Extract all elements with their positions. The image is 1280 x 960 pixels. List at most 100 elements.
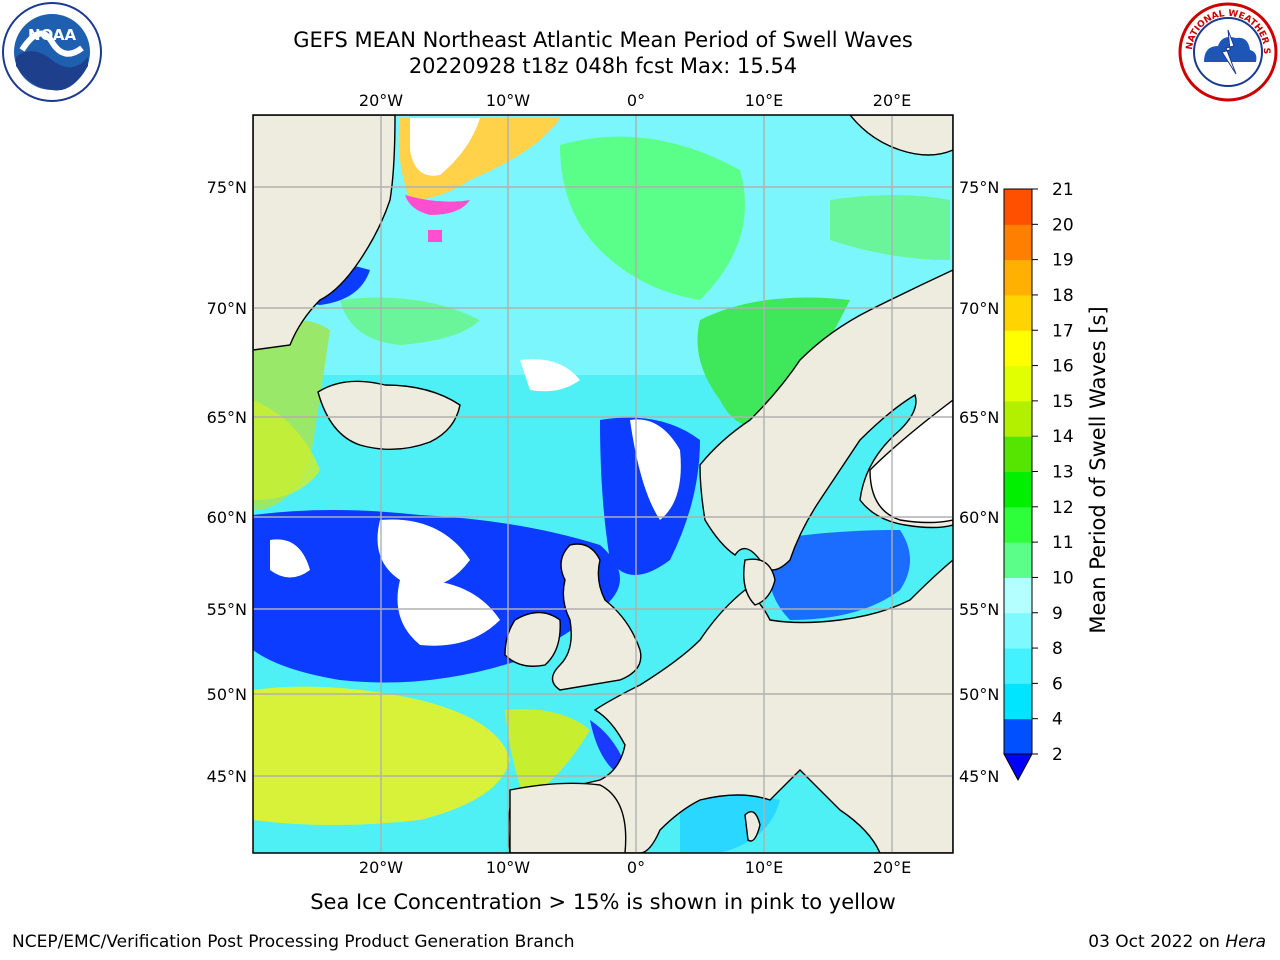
lon-tick-bottom: 20°E xyxy=(873,858,911,877)
colorbar-tick-label: 19 xyxy=(1052,251,1074,271)
nws-logo: NATIONAL WEATHER SERVICE xyxy=(1178,2,1278,102)
land-ireland xyxy=(504,611,561,667)
land-iceland xyxy=(317,380,461,451)
map-area xyxy=(253,115,953,853)
colorbar-tick-label: 11 xyxy=(1052,533,1074,553)
lat-tick-right: 50°N xyxy=(959,685,999,704)
sea-ice-edge xyxy=(428,230,442,242)
land-masses xyxy=(253,115,953,853)
lon-tick-top: 0° xyxy=(627,91,645,110)
footer-date: 03 Oct 2022 on Hera xyxy=(1088,932,1266,952)
colorbar-segment xyxy=(1004,189,1032,225)
lon-tick-bottom: 0° xyxy=(627,858,645,877)
colorbar-tick-label: 8 xyxy=(1052,639,1063,659)
swell-area-green-barents xyxy=(830,195,950,260)
colorbar-tick-label: 9 xyxy=(1052,604,1063,624)
colorbar-segment xyxy=(1004,330,1032,367)
lat-tick-right: 60°N xyxy=(959,508,999,527)
lon-tick-bottom: 20°W xyxy=(359,858,403,877)
colorbar-tick-label: 18 xyxy=(1052,286,1074,306)
colorbar-segment xyxy=(1004,612,1032,649)
land-greenland xyxy=(253,115,396,351)
lat-tick-right: 45°N xyxy=(959,767,999,786)
colorbar-tick-label: 15 xyxy=(1052,392,1074,412)
colorbar-tick-label: 2 xyxy=(1052,745,1063,765)
lon-tick-top: 20°W xyxy=(359,91,403,110)
swell-area-green-norway xyxy=(697,297,850,427)
colorbar-label: Mean Period of Swell Waves [s] xyxy=(1086,306,1110,634)
swell-area-cyan-med xyxy=(680,795,780,853)
lon-tick-top: 20°E xyxy=(873,91,911,110)
colorbar-under-arrow xyxy=(1003,753,1033,782)
footer-host: Hera xyxy=(1225,932,1266,952)
lat-tick-left: 70°N xyxy=(207,299,247,318)
land-europe xyxy=(507,559,953,853)
lon-tick-top: 10°E xyxy=(745,91,783,110)
colorbar-segment xyxy=(1004,506,1032,543)
land-svalbard xyxy=(849,115,953,156)
colorbar-segment xyxy=(1004,436,1032,472)
colorbar-segment xyxy=(1004,400,1032,437)
sea-ice-core xyxy=(410,118,480,176)
lon-tick-bottom: 10°W xyxy=(486,858,530,877)
lon-tick-top: 10°W xyxy=(486,91,530,110)
land-iberia xyxy=(509,782,627,853)
swell-area-green-west xyxy=(340,297,480,345)
colorbar-tick-label: 17 xyxy=(1052,321,1074,341)
no-swell-patch xyxy=(397,579,500,646)
footer-credit: NCEP/EMC/Verification Post Processing Pr… xyxy=(12,932,575,952)
lat-tick-left: 75°N xyxy=(207,178,247,197)
no-swell-patch xyxy=(377,519,470,587)
chart-subtitle: 20220928 t18z 048h fcst Max: 15.54 xyxy=(408,54,798,78)
lat-tick-right: 70°N xyxy=(959,299,999,318)
lon-tick-bottom: 10°E xyxy=(745,858,783,877)
colorbar-tick-label: 12 xyxy=(1052,498,1074,518)
colorbar-segment xyxy=(1004,577,1032,614)
land-denmark xyxy=(743,558,776,606)
colorbar-tick-label: 14 xyxy=(1052,427,1074,447)
lat-tick-left: 50°N xyxy=(207,685,247,704)
lat-tick-right: 75°N xyxy=(959,178,999,197)
no-swell-patch xyxy=(630,419,681,520)
lat-tick-right: 65°N xyxy=(959,408,999,427)
chart-title: GEFS MEAN Northeast Atlantic Mean Period… xyxy=(293,28,913,52)
colorbar-tick-label: 21 xyxy=(1052,180,1074,200)
colorbar-segment xyxy=(1004,471,1032,508)
colorbar-tick-label: 6 xyxy=(1052,674,1063,694)
noaa-logo-text: NOAA xyxy=(28,26,77,44)
land-corsica xyxy=(744,811,761,842)
lat-tick-left: 60°N xyxy=(207,508,247,527)
lat-tick-left: 65°N xyxy=(207,408,247,427)
lat-tick-left: 45°N xyxy=(207,767,247,786)
swell-area-yellow-greenland xyxy=(253,400,320,500)
no-swell-patch xyxy=(270,539,310,578)
colorbar-segment xyxy=(1004,542,1032,578)
noaa-logo: NOAA xyxy=(2,2,102,102)
colorbar-tick-label: 13 xyxy=(1052,463,1074,483)
lat-tick-left: 55°N xyxy=(207,600,247,619)
colorbar-segment xyxy=(1004,365,1032,402)
land-great-britain xyxy=(551,543,642,691)
map-frame xyxy=(252,114,954,854)
swell-area-yellow-biscay xyxy=(505,709,590,800)
colorbar-segment xyxy=(1004,648,1032,684)
swell-area-blue-baltic xyxy=(767,530,910,620)
swell-area-green-north xyxy=(560,136,745,300)
lat-tick-right: 55°N xyxy=(959,600,999,619)
graticule xyxy=(253,115,953,853)
sea-ice-edge xyxy=(405,195,470,215)
no-swell-patch xyxy=(520,359,580,392)
colorbar-tick-label: 10 xyxy=(1052,568,1074,588)
colorbar-segment xyxy=(1004,294,1032,331)
colorbar-tick-label: 4 xyxy=(1052,710,1063,730)
sea-ice-note: Sea Ice Concentration > 15% is shown in … xyxy=(310,890,896,914)
colorbar-segment xyxy=(1004,224,1032,261)
colorbar: 2 4 6 8 9 10 11 12 13 14 15 16 17 18 19 20 21 xyxy=(1003,180,1074,782)
colorbar-segment xyxy=(1004,259,1032,296)
colorbar-tick-label: 20 xyxy=(1052,215,1074,235)
colorbar-segment xyxy=(1004,683,1032,720)
lake-area xyxy=(869,399,953,524)
footer-date-text: 03 Oct 2022 on xyxy=(1088,932,1226,952)
colorbar-segment xyxy=(1004,718,1032,755)
